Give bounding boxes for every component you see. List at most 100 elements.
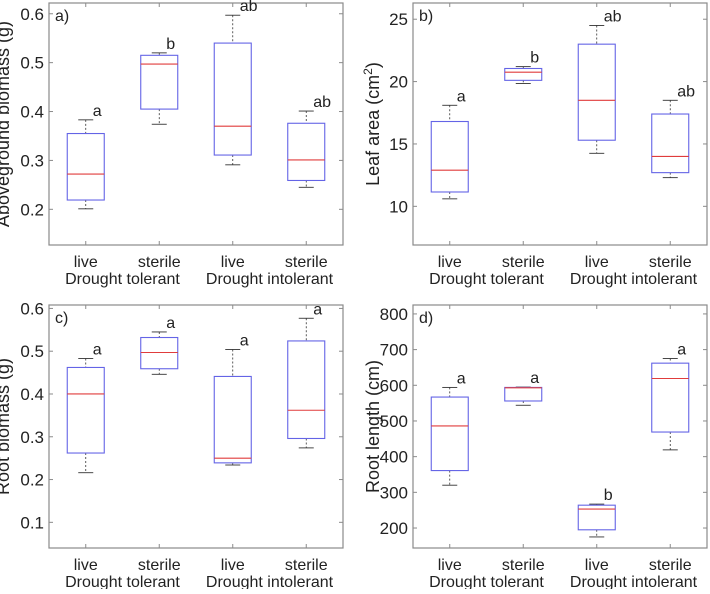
x-tick-label: sterile <box>138 254 181 271</box>
y-tick-label: 0.2 <box>20 471 44 490</box>
box-sterile-intolerant: ab <box>651 83 695 179</box>
box-iqr <box>140 54 179 110</box>
y-tick-label: 300 <box>380 483 408 502</box>
x-tick-label: sterile <box>649 557 692 574</box>
y-axis-label: Root biomass (g) <box>0 358 13 495</box>
box-live-tolerant: a <box>66 341 105 474</box>
panel-label: c) <box>55 310 68 327</box>
y-axis-label-end: ) <box>363 62 383 68</box>
box-iqr <box>213 375 252 464</box>
x-tick-label: live <box>585 254 609 271</box>
box-iqr <box>504 386 543 402</box>
y-axis-label: Aboveground biomass (g) <box>0 21 13 227</box>
y-tick-label: 500 <box>380 412 408 431</box>
significance-letter: ab <box>604 8 622 25</box>
x-group-label: Drought tolerant <box>65 574 180 589</box>
box-live-tolerant: a <box>66 103 105 210</box>
x-tick-label: sterile <box>285 254 328 271</box>
significance-letter: a <box>93 341 102 358</box>
x-tick-label: live <box>438 557 462 574</box>
box-iqr <box>140 336 179 370</box>
x-group-label: Drought tolerant <box>429 271 544 288</box>
y-tick-label: 0.5 <box>20 342 44 361</box>
y-tick-label: 0.6 <box>20 299 44 318</box>
significance-letter: ab <box>677 83 695 100</box>
y-axis-label: Root length (cm) <box>363 360 383 493</box>
y-axis-label-text: Leaf area (cm <box>363 75 383 186</box>
significance-letter: a <box>457 370 466 387</box>
axes-frame <box>48 304 344 549</box>
y-tick-label: 15 <box>389 135 408 154</box>
x-tick-label: live <box>585 557 609 574</box>
box-sterile-intolerant: a <box>287 301 326 449</box>
box-live-intolerant: b <box>577 487 616 538</box>
significance-letter: a <box>240 332 249 349</box>
box-sterile-tolerant: a <box>140 315 179 375</box>
panel-a: 0.2 0.3 0.4 0.5 0.6 Aboveground biomass (g) a)… <box>0 0 344 288</box>
y-tick-label: 20 <box>389 73 408 92</box>
x-group-label: Drought intolerant <box>570 574 698 589</box>
box-iqr <box>66 132 105 201</box>
x-tick-label: sterile <box>502 557 545 574</box>
axes-frame <box>48 2 344 246</box>
x-tick-label: live <box>221 557 245 574</box>
panel-d: 200 300 400 500 600 700 800 Root length (cm) d) l… <box>363 304 708 591</box>
axes-frame <box>412 2 708 246</box>
box-iqr <box>651 362 690 433</box>
panel-c: 0.1 0.2 0.3 0.4 0.5 0.6 Root biomass (g) c) live… <box>0 299 344 591</box>
y-tick-label: 0.4 <box>20 103 44 122</box>
y-tick-label: 0.4 <box>20 385 44 404</box>
box-iqr <box>577 43 616 141</box>
box-sterile-intolerant: ab <box>287 94 331 188</box>
x-tick-label: live <box>438 254 462 271</box>
significance-letter: ab <box>313 94 331 111</box>
y-tick-label: 200 <box>380 519 408 538</box>
box-iqr <box>287 122 326 182</box>
x-tick-label: sterile <box>285 557 328 574</box>
y-tick-label: 400 <box>380 448 408 467</box>
box-iqr <box>651 113 690 174</box>
significance-letter: a <box>677 342 686 359</box>
box-sterile-tolerant: a <box>504 370 543 406</box>
significance-letter: a <box>530 370 539 387</box>
significance-letter: a <box>93 103 102 120</box>
y-tick-label: 800 <box>380 305 408 324</box>
box-iqr <box>213 42 252 156</box>
panel-label: a) <box>55 8 69 25</box>
x-tick-label: live <box>74 557 98 574</box>
significance-letter: b <box>166 36 175 53</box>
x-group-label: Drought intolerant <box>206 271 334 288</box>
panel-b: 10 15 20 25 Leaf area (cm2) b) live sterile live… <box>361 2 708 288</box>
panel-label: b) <box>419 8 433 25</box>
box-sterile-tolerant: b <box>504 50 543 84</box>
y-tick-label: 0.6 <box>20 5 44 24</box>
y-tick-label: 0.2 <box>20 200 44 219</box>
box-live-tolerant: a <box>430 88 469 200</box>
significance-letter: ab <box>240 0 258 15</box>
box-iqr <box>287 340 326 440</box>
significance-letter: a <box>457 88 466 105</box>
x-group-label: Drought intolerant <box>570 271 698 288</box>
box-live-tolerant: a <box>430 370 469 486</box>
significance-letter: a <box>313 301 322 318</box>
box-iqr <box>504 67 543 81</box>
x-group-label: Drought intolerant <box>206 574 334 589</box>
x-tick-label: sterile <box>138 557 181 574</box>
y-axis-label: Leaf area (cm2) <box>361 62 383 186</box>
y-tick-label: 0.1 <box>20 513 44 532</box>
box-live-intolerant: ab <box>577 8 622 154</box>
x-tick-label: sterile <box>649 254 692 271</box>
y-axis-label-text: Root biomass (g) <box>0 358 13 495</box>
axes-frame <box>412 304 708 549</box>
x-group-label: Drought tolerant <box>65 271 180 288</box>
box-live-intolerant: a <box>213 332 252 466</box>
x-group-label: Drought tolerant <box>429 574 544 589</box>
y-tick-label: 25 <box>389 10 408 29</box>
box-iqr <box>430 120 469 193</box>
y-tick-label: 0.5 <box>20 54 44 73</box>
box-live-intolerant: ab <box>213 0 258 166</box>
y-tick-label: 0.3 <box>20 151 44 170</box>
box-iqr <box>66 366 105 454</box>
x-tick-label: live <box>74 254 98 271</box>
